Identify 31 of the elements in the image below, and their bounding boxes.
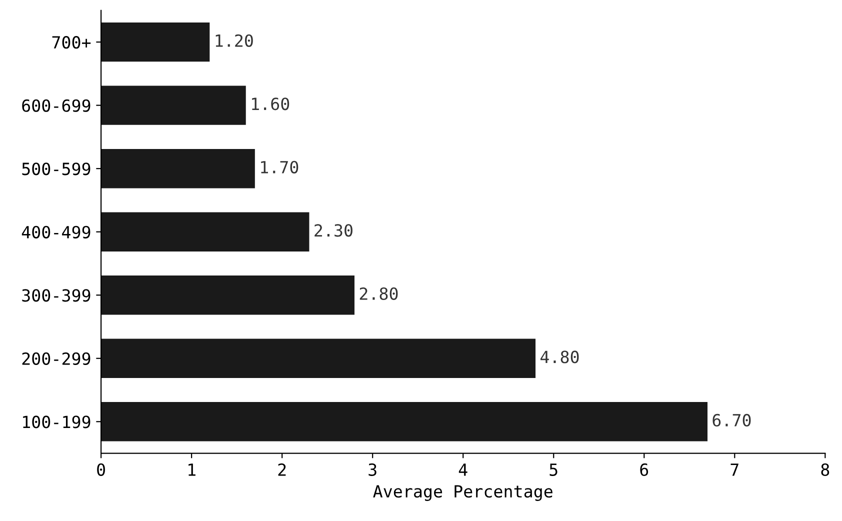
data-label: 1.20 [216,34,253,47]
x-tick-label: 4 [458,464,468,476]
y-tick-label: 400-499 [22,226,90,238]
x-tick-label: 8 [821,463,830,476]
x-tick-label: 2 [278,463,286,476]
bar [101,402,708,442]
data-label: 2.80 [360,287,398,300]
data-label: 2.30 [314,224,352,237]
y-tick-label: 300-399 [22,289,90,302]
bar [101,86,246,125]
x-axis-title: Average Percentage [373,485,552,501]
y-tick-label: 600-699 [22,99,90,112]
y-tick-label: 700+ [52,36,91,49]
x-tick-label: 1 [188,464,196,476]
data-label: 4.80 [540,350,579,364]
x-tick-label: 7 [730,464,738,476]
y-tick-label: 100-199 [23,416,90,428]
y-tick-label: 500-599 [22,162,90,176]
x-tick-label: 3 [368,463,376,476]
bar [101,212,310,252]
bar [101,148,255,188]
data-label: 6.70 [712,414,751,427]
bar [101,275,354,315]
y-tick-label: 200-299 [22,352,90,365]
data-label: 1.70 [261,160,298,174]
data-label: 1.60 [252,98,290,110]
bar [101,22,210,62]
x-tick-label: 5 [550,464,558,476]
bar [101,338,536,378]
x-tick-label: 6 [640,463,648,476]
x-tick-label: 0 [97,463,105,476]
